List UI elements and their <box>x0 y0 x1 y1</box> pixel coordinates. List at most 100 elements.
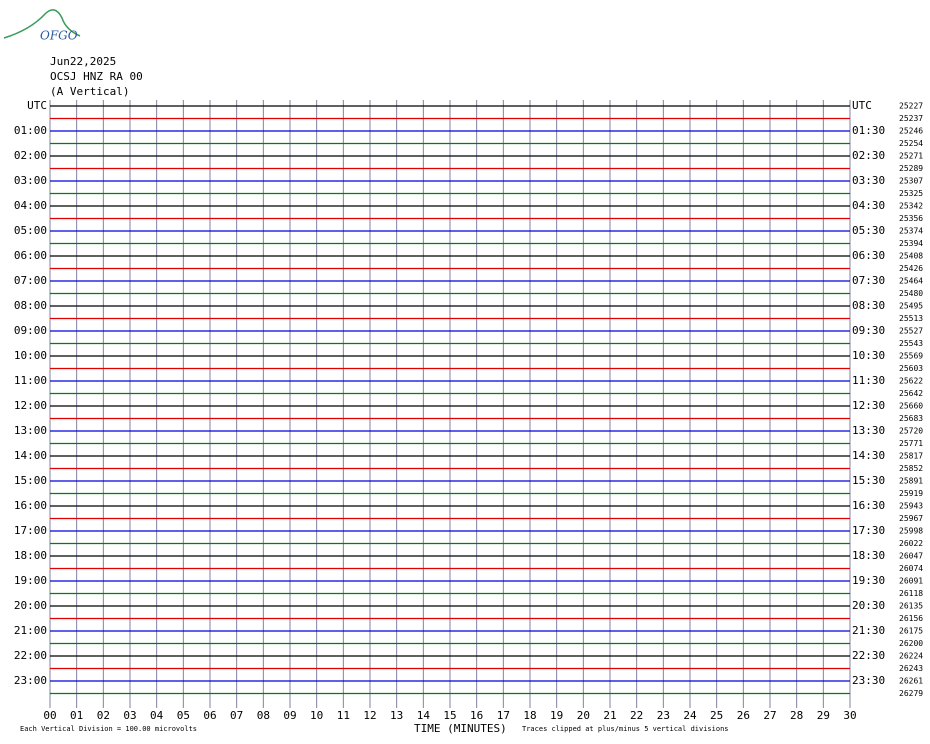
trace-count: 25227 <box>899 102 923 111</box>
trace-count: 25426 <box>899 264 923 273</box>
left-time-label: 17:00 <box>14 524 47 537</box>
left-time-label: 09:00 <box>14 324 47 337</box>
trace-count: 26261 <box>899 677 923 686</box>
trace-count: 25919 <box>899 489 923 498</box>
x-tick-label: 11 <box>337 709 350 722</box>
right-time-label: UTC <box>852 99 872 112</box>
trace-count: 25852 <box>899 464 923 473</box>
x-tick-label: 00 <box>43 709 56 722</box>
right-time-label: 16:30 <box>852 499 885 512</box>
trace-count: 25307 <box>899 177 923 186</box>
trace-count: 26243 <box>899 664 923 673</box>
x-tick-label: 25 <box>710 709 723 722</box>
right-time-label: 02:30 <box>852 149 885 162</box>
left-time-label: 04:00 <box>14 199 47 212</box>
left-time-label: 13:00 <box>14 424 47 437</box>
x-tick-label: 13 <box>390 709 403 722</box>
trace-count: 26074 <box>899 564 923 573</box>
left-time-label: 01:00 <box>14 124 47 137</box>
trace-count: 25394 <box>899 239 923 248</box>
right-time-label: 22:30 <box>852 649 885 662</box>
left-time-label: 06:00 <box>14 249 47 262</box>
trace-count: 26279 <box>899 689 923 698</box>
scale-note: Each Vertical Division = 100.00 microvol… <box>20 725 197 733</box>
left-time-label: 12:00 <box>14 399 47 412</box>
right-time-label: 17:30 <box>852 524 885 537</box>
left-time-label: 23:00 <box>14 674 47 687</box>
trace-count: 25891 <box>899 477 923 486</box>
x-axis-title: TIME (MINUTES) <box>414 722 507 735</box>
left-time-label: 03:00 <box>14 174 47 187</box>
x-tick-label: 22 <box>630 709 643 722</box>
x-tick-label: 24 <box>683 709 697 722</box>
right-time-label: 21:30 <box>852 624 885 637</box>
right-time-label: 01:30 <box>852 124 885 137</box>
trace-count: 25342 <box>899 202 923 211</box>
x-tick-label: 12 <box>363 709 376 722</box>
trace-count: 26156 <box>899 614 923 623</box>
left-time-label: 11:00 <box>14 374 47 387</box>
right-time-label: 20:30 <box>852 599 885 612</box>
x-tick-label: 28 <box>790 709 803 722</box>
trace-count: 25356 <box>899 214 923 223</box>
trace-count: 25817 <box>899 452 923 461</box>
trace-count: 26047 <box>899 552 923 561</box>
right-time-label: 11:30 <box>852 374 885 387</box>
x-tick-label: 10 <box>310 709 323 722</box>
x-tick-label: 21 <box>603 709 616 722</box>
trace-count: 25495 <box>899 302 923 311</box>
right-time-label: 13:30 <box>852 424 885 437</box>
right-time-label: 18:30 <box>852 549 885 562</box>
right-time-label: 14:30 <box>852 449 885 462</box>
left-time-label: 05:00 <box>14 224 47 237</box>
x-tick-label: 08 <box>257 709 270 722</box>
trace-count: 25622 <box>899 377 923 386</box>
trace-count: 25998 <box>899 527 923 536</box>
trace-count: 25254 <box>899 139 923 148</box>
right-time-label: 04:30 <box>852 199 885 212</box>
trace-count: 25464 <box>899 277 923 286</box>
x-tick-label: 18 <box>523 709 536 722</box>
left-time-label: 18:00 <box>14 549 47 562</box>
left-time-label: UTC <box>27 99 47 112</box>
trace-count: 26118 <box>899 589 923 598</box>
x-tick-label: 09 <box>283 709 296 722</box>
left-time-label: 14:00 <box>14 449 47 462</box>
right-time-label: 10:30 <box>852 349 885 362</box>
trace-count: 25603 <box>899 364 923 373</box>
trace-count: 25246 <box>899 127 923 136</box>
logo-text: OFGO <box>40 29 78 43</box>
trace-count: 25513 <box>899 314 923 323</box>
trace-count: 26091 <box>899 577 923 586</box>
right-time-label: 06:30 <box>852 249 885 262</box>
trace-count: 25527 <box>899 327 923 336</box>
right-time-label: 09:30 <box>852 324 885 337</box>
left-time-label: 15:00 <box>14 474 47 487</box>
right-time-label: 05:30 <box>852 224 885 237</box>
trace-count: 25569 <box>899 352 923 361</box>
right-time-label: 19:30 <box>852 574 885 587</box>
trace-count: 25543 <box>899 339 923 348</box>
x-tick-label: 07 <box>230 709 243 722</box>
right-time-label: 03:30 <box>852 174 885 187</box>
x-tick-label: 16 <box>470 709 483 722</box>
trace-count: 26022 <box>899 539 923 548</box>
x-tick-label: 26 <box>737 709 750 722</box>
trace-count: 26224 <box>899 652 923 661</box>
trace-count: 25480 <box>899 289 923 298</box>
trace-count: 25408 <box>899 252 923 261</box>
trace-count: 25374 <box>899 227 923 236</box>
trace-count: 25642 <box>899 389 923 398</box>
left-time-label: 10:00 <box>14 349 47 362</box>
station: OCSJ HNZ RA 00 <box>50 70 143 83</box>
left-time-label: 19:00 <box>14 574 47 587</box>
left-time-label: 21:00 <box>14 624 47 637</box>
trace-count: 26200 <box>899 639 923 648</box>
trace-count: 25660 <box>899 402 923 411</box>
trace-count: 25237 <box>899 114 923 123</box>
x-tick-label: 05 <box>177 709 190 722</box>
x-tick-label: 14 <box>417 709 431 722</box>
trace-count: 26175 <box>899 627 923 636</box>
trace-count: 25683 <box>899 414 923 423</box>
x-tick-label: 30 <box>843 709 856 722</box>
